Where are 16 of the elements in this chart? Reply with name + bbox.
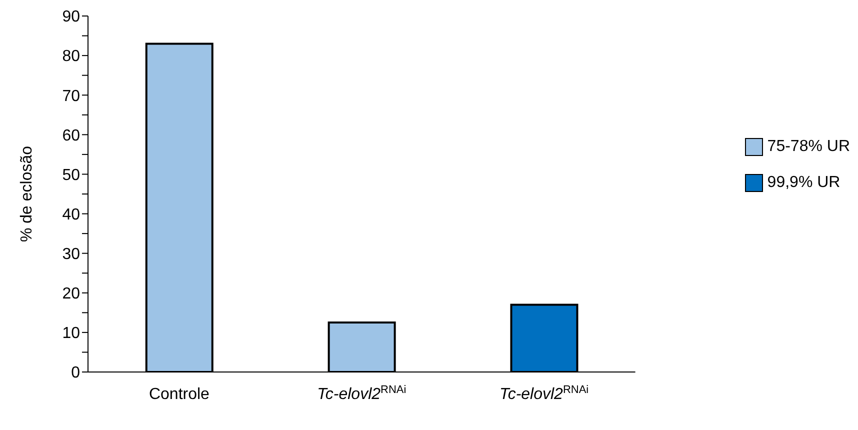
- y-tick-label: 50: [62, 166, 80, 184]
- y-tick-label: 70: [62, 88, 80, 105]
- y-tick-label: 60: [62, 127, 80, 144]
- y-tick-label: 80: [62, 48, 80, 66]
- y-tick-label: 30: [62, 246, 80, 264]
- y-tick-label: 20: [62, 286, 80, 303]
- y-tick-label: 40: [62, 206, 80, 224]
- x-tick-label: Controle: [148, 386, 210, 403]
- y-tick-label: 0: [71, 364, 80, 382]
- y-tick-label: 90: [62, 8, 80, 26]
- x-tick-label: Tc-elovl2$^{RNAi}$: [500, 384, 589, 403]
- legend-label: 99,9% UR: [767, 174, 840, 192]
- legend-label: 75-78% UR: [767, 138, 850, 156]
- x-tick-label: Tc-elovl2$^{RNAi}$: [317, 384, 406, 403]
- y-axis-title: % de eclosão: [18, 146, 36, 242]
- y-tick-label: 10: [62, 325, 80, 342]
